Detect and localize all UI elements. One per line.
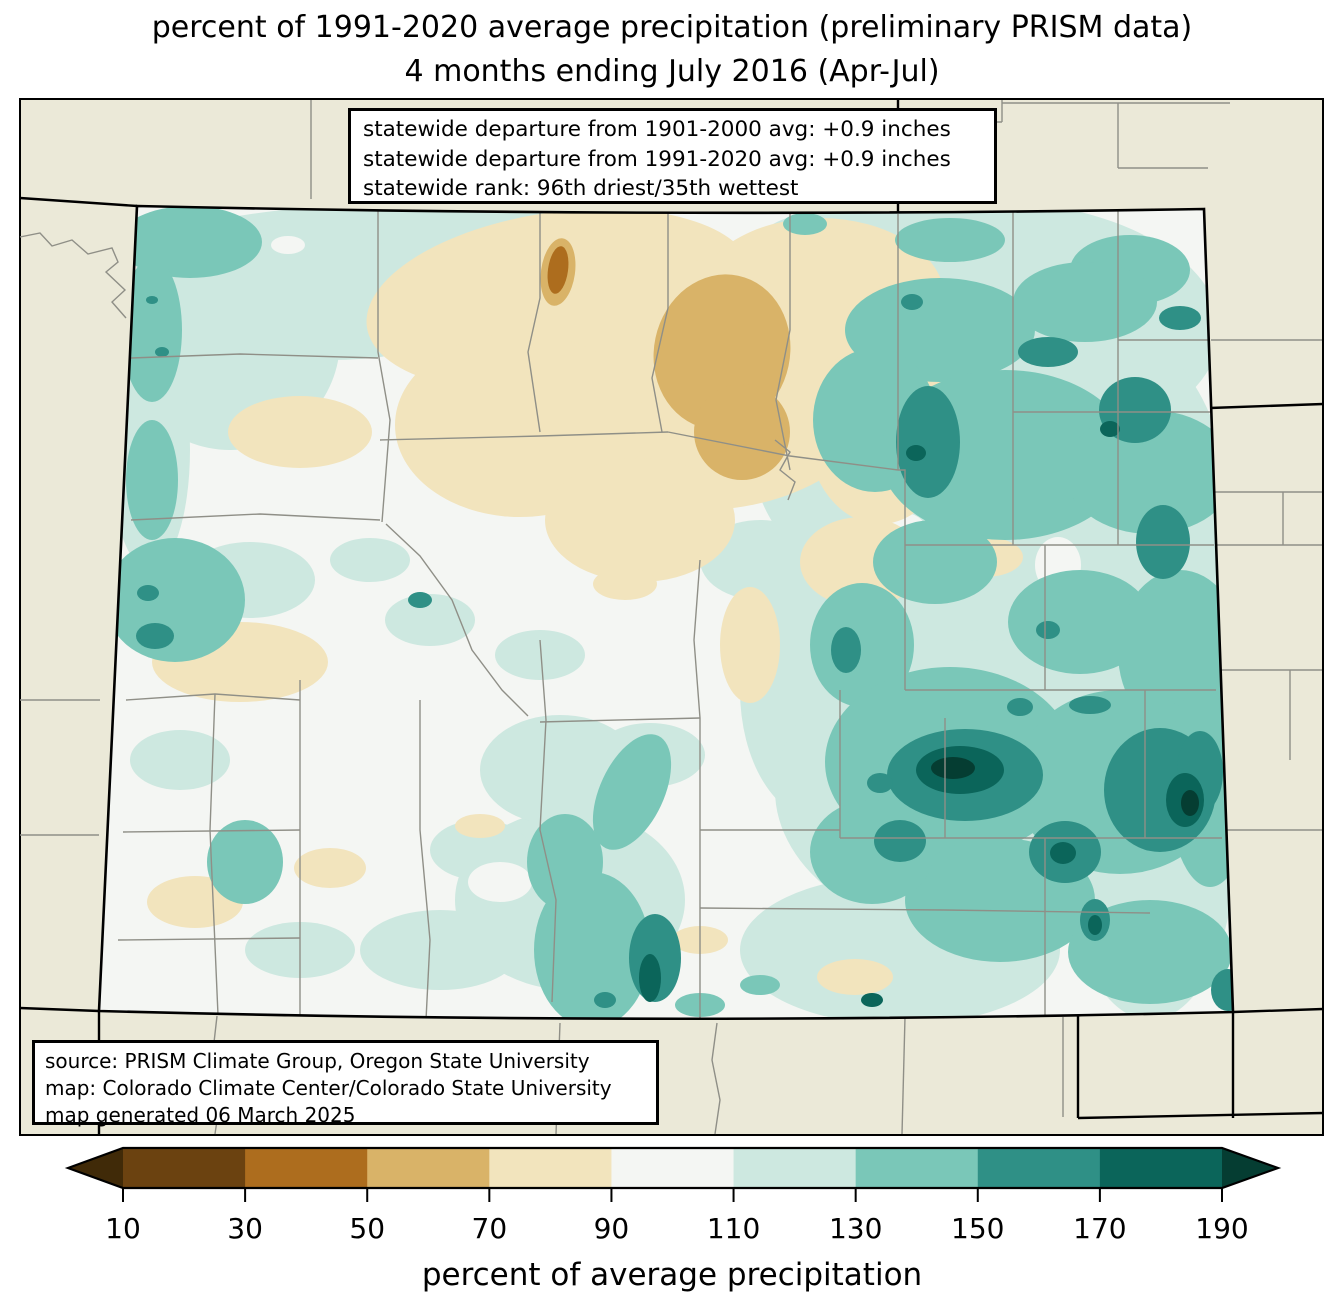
- contour-blob: [700, 520, 820, 600]
- title-line-2: 4 months ending July 2016 (Apr-Jul): [404, 54, 940, 90]
- colorbar-segment: [1099, 1148, 1223, 1188]
- contour-blob: [228, 396, 372, 468]
- contour-blob: [455, 814, 505, 838]
- contour-blob: [105, 538, 245, 662]
- colorbar-segment: [977, 1148, 1101, 1188]
- state-border: [97, 204, 1235, 1021]
- contour-blob: [146, 296, 158, 304]
- contour-blob: [1013, 262, 1157, 342]
- contour-blob: [468, 862, 532, 902]
- source-line-2: map: Colorado Climate Center/Colorado St…: [45, 1076, 612, 1100]
- contour-blob: [901, 294, 923, 310]
- contour-blob: [861, 993, 883, 1007]
- contour-blob: [545, 458, 735, 582]
- contour-blob: [593, 568, 657, 600]
- contour-blob: [1008, 570, 1152, 674]
- colorbar-segment: [489, 1148, 613, 1188]
- contour-blob: [867, 773, 893, 793]
- contour-blob: [534, 872, 650, 1019]
- colorbar-tick-label: 170: [1073, 1212, 1126, 1245]
- contour-blob: [207, 820, 283, 904]
- source-line-3: map generated 06 March 2025: [45, 1103, 356, 1127]
- colorbar-segment: [611, 1148, 735, 1188]
- colorbar-tick-label: 50: [349, 1212, 385, 1245]
- contour-blob: [126, 420, 178, 540]
- contour-blob: [1159, 306, 1201, 330]
- title-line-1: percent of 1991-2020 average precipitati…: [151, 10, 1193, 45]
- contour-blob: [330, 538, 410, 582]
- contour-blob: [694, 384, 790, 480]
- statewide-stats-box: statewide departure from 1901-2000 avg: …: [348, 108, 997, 204]
- contour-blob: [1100, 421, 1120, 437]
- contour-blob: [1136, 505, 1190, 579]
- contour-blob: [817, 959, 893, 995]
- contour-blob: [831, 627, 861, 673]
- contour-blob: [130, 730, 230, 790]
- colorbar-segment: [245, 1148, 368, 1188]
- contour-blob: [592, 734, 672, 850]
- contour-blob: [1211, 969, 1233, 1011]
- colorbar-under-arrow: [68, 1148, 123, 1188]
- contour-blob: [720, 587, 780, 703]
- stats-line-3: statewide rank: 96th driest/35th wettest: [363, 176, 799, 202]
- contour-blob: [810, 583, 914, 707]
- contour-blob: [783, 213, 827, 235]
- colorbar-segment: [123, 1148, 246, 1188]
- colorbar-tick-label: 130: [829, 1212, 882, 1245]
- contour-blob: [527, 814, 603, 910]
- colorbar-tick-label: 110: [707, 1212, 760, 1245]
- colorbar-tick-label: 90: [594, 1212, 630, 1245]
- contour-blob: [385, 594, 475, 646]
- contour-blob: [1036, 621, 1060, 639]
- contour-blob: [547, 246, 569, 294]
- contour-blob: [360, 910, 520, 990]
- contour-blob: [1181, 790, 1199, 816]
- colorbar-segment: [367, 1148, 490, 1188]
- stats-line-2: statewide departure from 1991-2020 avg: …: [363, 146, 951, 172]
- contour-blob: [495, 630, 585, 680]
- colorbar-tick-label: 70: [472, 1212, 508, 1245]
- contour-blob: [1065, 410, 1233, 534]
- colorbar-legend: 10 30 50 70 90 110 130 150 170 190 percent of aver…: [64, 1146, 1282, 1293]
- contour-blob: [1018, 337, 1078, 367]
- contour-blob: [740, 975, 780, 995]
- contour-blob: [896, 386, 960, 498]
- contour-blob: [1007, 698, 1033, 716]
- colorbar-tick-label: 190: [1195, 1212, 1248, 1245]
- source-attribution-box: source: PRISM Climate Group, Oregon Stat…: [32, 1040, 659, 1127]
- contour-blob: [1050, 842, 1076, 864]
- colorbar-segment: [855, 1148, 979, 1188]
- page-title: percent of 1991-2020 average precipitati…: [0, 6, 1344, 94]
- contour-blob: [873, 520, 997, 604]
- contour-blob: [639, 954, 661, 1002]
- precip-contours: [105, 206, 1233, 1019]
- colorbar-over-arrow: [1222, 1148, 1278, 1188]
- contour-blob: [931, 757, 975, 779]
- source-line-1: source: PRISM Climate Group, Oregon Stat…: [45, 1049, 590, 1073]
- county-lines: [117, 206, 1222, 1019]
- contour-blob: [874, 820, 926, 862]
- contour-blob: [271, 236, 305, 254]
- contour-blob: [294, 848, 366, 888]
- colorbar-tick-label: 10: [105, 1212, 141, 1245]
- contour-blob: [594, 992, 616, 1008]
- colorbar-tick-label: 150: [951, 1212, 1004, 1245]
- contour-blob: [1069, 696, 1111, 714]
- contour-blob: [906, 445, 926, 461]
- stats-line-1: statewide departure from 1901-2000 avg: …: [363, 117, 951, 142]
- contour-blob: [408, 592, 432, 608]
- contour-blob: [122, 258, 182, 402]
- contour-blob: [136, 623, 174, 649]
- contour-blob: [895, 218, 1005, 262]
- colorbar-segment: [733, 1148, 857, 1188]
- colorbar-tick-label: 30: [227, 1212, 263, 1245]
- colorbar-axis-title: percent of average precipitation: [422, 1257, 922, 1293]
- contour-blob: [137, 585, 159, 601]
- contour-blob: [155, 347, 169, 357]
- contour-blob: [1088, 915, 1102, 935]
